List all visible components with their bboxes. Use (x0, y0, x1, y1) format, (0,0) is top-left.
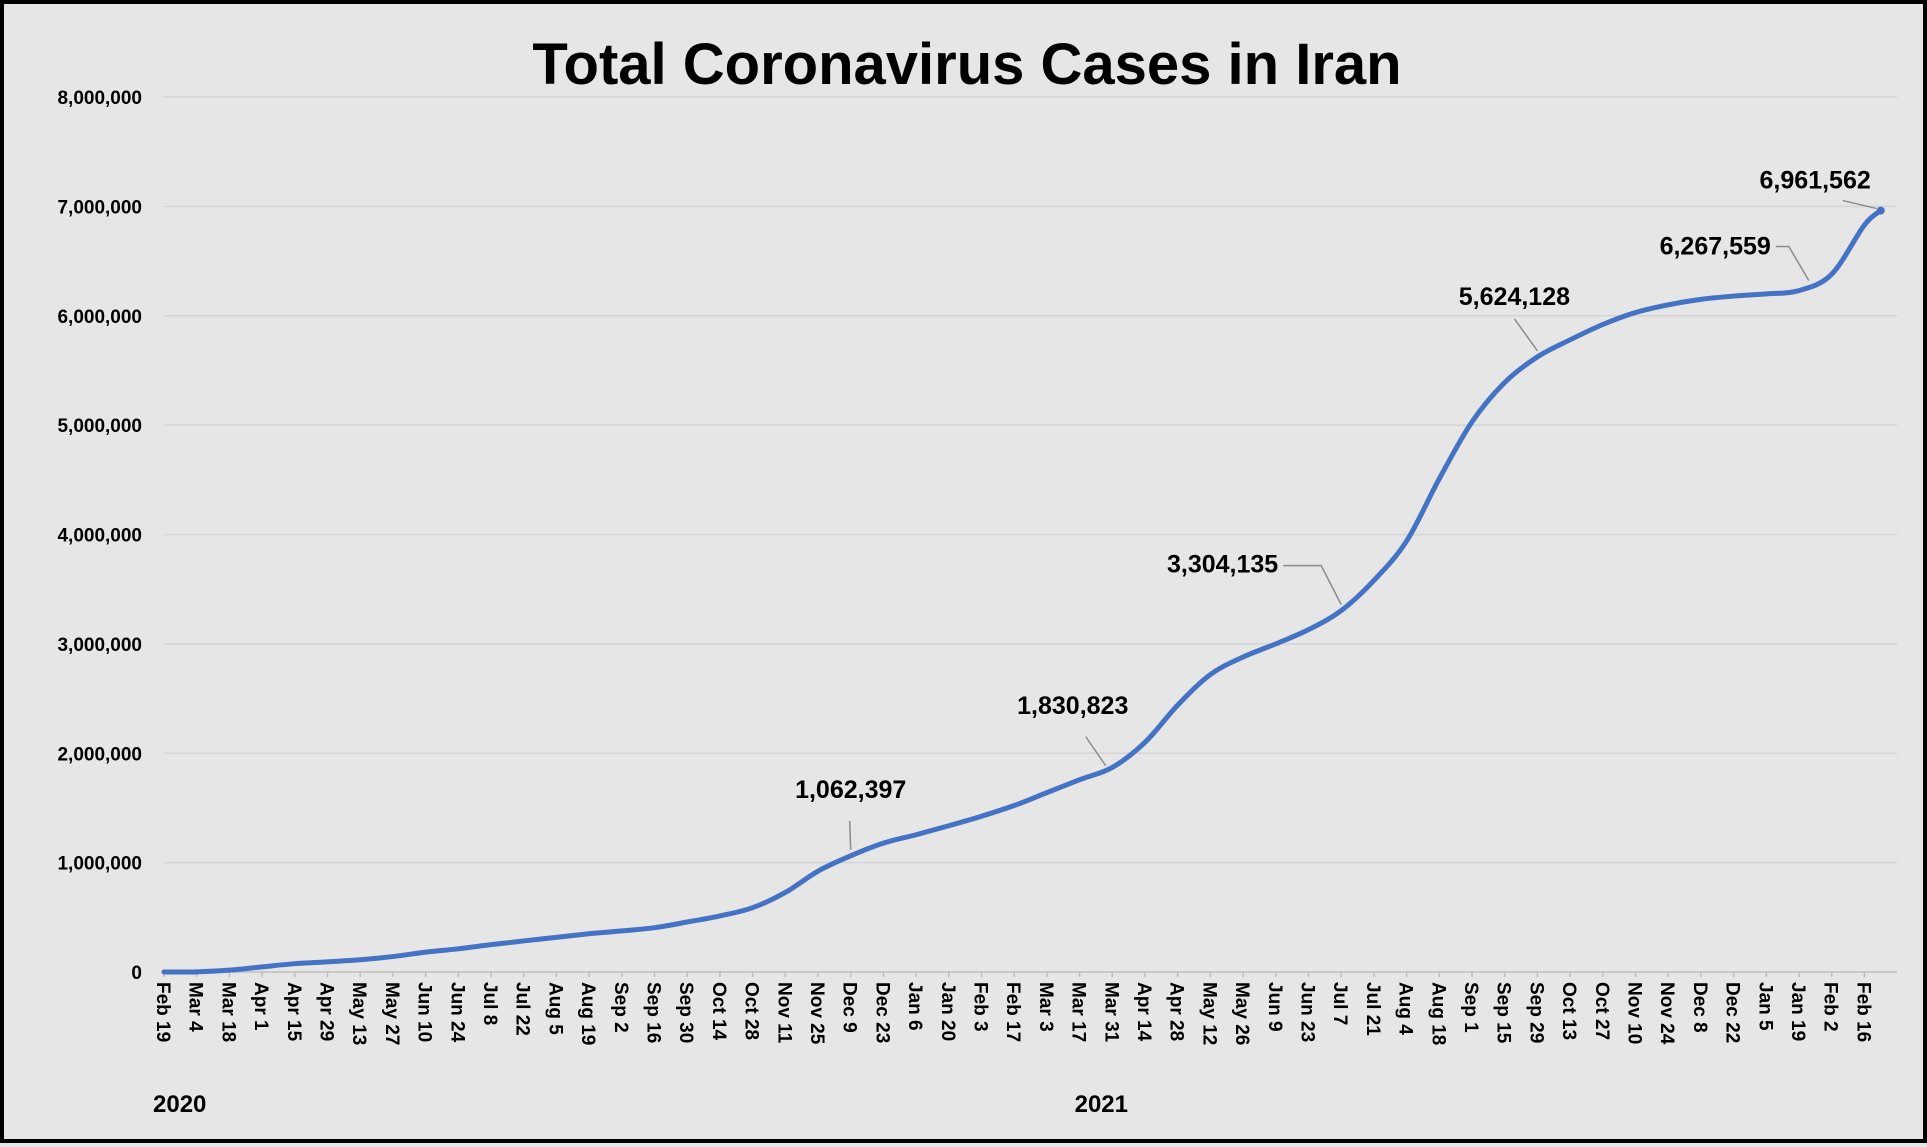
data-label-leader (848, 820, 852, 850)
x-axis-tick-labels: Feb 19 Mar 4 Mar 18 Apr 1 Apr 15 Apr 29 May 13… (152, 972, 1873, 1045)
y-tick-label: 5,000,000 (57, 416, 142, 437)
x-tick-label: Feb 2 (1820, 982, 1841, 1032)
y-tick-label: 8,000,000 (57, 88, 142, 109)
x-tick-label: Feb 3 (970, 982, 991, 1032)
data-label: 1,830,823 (1017, 692, 1128, 720)
x-tick-label: Jan 5 (1754, 982, 1775, 1031)
x-tick-label: May 13 (348, 982, 369, 1045)
x-tick-label: Dec 22 (1722, 982, 1743, 1043)
x-tick-label: Apr 28 (1166, 982, 1187, 1041)
year-label: 2020 (153, 1091, 206, 1118)
x-tick-label: Aug 5 (544, 982, 565, 1035)
x-tick-label: Jan 19 (1787, 982, 1808, 1041)
x-tick-label: Nov 24 (1656, 982, 1677, 1045)
x-tick-label: Apr 14 (1133, 982, 1154, 1042)
series-layer (161, 206, 1885, 975)
data-label-leader (1283, 564, 1342, 605)
x-tick-label: Sep 16 (643, 982, 664, 1043)
x-tick-label: Jun 23 (1297, 982, 1318, 1042)
data-labels: 1,062,397 1,830,823 3,304,135 5,624,128 6,26… (795, 167, 1877, 850)
data-label-leader (1513, 318, 1539, 352)
data-label-leader (1085, 736, 1107, 767)
x-tick-label: Feb 16 (1852, 982, 1873, 1042)
x-tick-label: Oct 28 (741, 982, 762, 1040)
data-label-leader (1775, 245, 1810, 281)
x-tick-label: Jul 7 (1329, 982, 1350, 1025)
x-tick-label: Jan 6 (904, 982, 925, 1031)
x-tick-label: Mar 17 (1068, 982, 1089, 1042)
x-tick-label: Dec 9 (839, 982, 860, 1033)
y-axis-tick-labels: 0 1,000,000 2,000,000 3,000,000 4,000,000 5,0… (57, 88, 142, 984)
y-tick-label: 3,000,000 (57, 635, 142, 656)
x-tick-label: Aug 4 (1395, 982, 1416, 1035)
x-tick-label: May 12 (1198, 982, 1219, 1045)
x-tick-label: Sep 2 (610, 982, 631, 1033)
x-tick-label: Apr 1 (250, 982, 271, 1031)
x-tick-label: Aug 19 (577, 982, 598, 1045)
series-line (161, 208, 1884, 975)
x-tick-label: Jun 9 (1264, 982, 1285, 1032)
x-tick-label: Oct 27 (1591, 982, 1612, 1040)
y-tick-label: 0 (131, 963, 142, 984)
x-tick-label: Jul 22 (512, 982, 533, 1036)
year-labels: 2020 2021 (153, 1091, 1128, 1118)
x-tick-label: Mar 4 (185, 982, 206, 1032)
x-tick-label: May 27 (381, 982, 402, 1045)
x-tick-label: Jul 21 (1362, 982, 1383, 1036)
x-tick-label: Mar 3 (1035, 982, 1056, 1032)
x-tick-label: Mar 18 (217, 982, 238, 1042)
x-tick-label: Apr 15 (283, 982, 304, 1042)
y-tick-label: 4,000,000 (57, 526, 142, 547)
data-label: 5,624,128 (1459, 283, 1570, 311)
data-label: 6,267,559 (1660, 232, 1771, 260)
x-tick-label: Jun 10 (414, 982, 435, 1042)
x-tick-label: Jun 24 (446, 982, 467, 1043)
x-tick-label: Feb 19 (152, 982, 173, 1042)
x-tick-label: Oct 14 (708, 982, 729, 1041)
x-tick-label: Jul 8 (479, 982, 500, 1025)
y-tick-label: 1,000,000 (57, 854, 142, 875)
x-tick-label: Nov 25 (806, 982, 827, 1045)
y-tick-label: 6,000,000 (57, 307, 142, 328)
x-tick-label: Nov 10 (1624, 982, 1645, 1044)
data-label-leader (1842, 199, 1877, 210)
chart-title: Total Coronavirus Cases in Iran (532, 32, 1401, 97)
x-tick-label: Oct 13 (1558, 982, 1579, 1040)
x-tick-label: Feb 17 (1002, 982, 1023, 1042)
x-tick-label: Mar 31 (1100, 982, 1121, 1043)
x-tick-label: May 26 (1231, 982, 1252, 1045)
y-tick-label: 7,000,000 (57, 197, 142, 218)
x-tick-label: Apr 29 (316, 982, 337, 1041)
y-tick-label: 2,000,000 (57, 744, 142, 765)
x-tick-label: Aug 18 (1427, 982, 1448, 1045)
x-tick-label: Nov 11 (773, 982, 794, 1044)
x-tick-label: Sep 1 (1460, 982, 1481, 1033)
year-label: 2021 (1075, 1091, 1128, 1118)
x-tick-label: Dec 8 (1689, 982, 1710, 1033)
data-label: 6,961,562 (1760, 167, 1871, 195)
x-tick-label: Sep 30 (675, 982, 696, 1043)
line-chart: Total Coronavirus Cases in Iran 0 1,000,0… (57, 32, 1897, 1118)
x-tick-label: Jan 20 (937, 982, 958, 1041)
data-label: 1,062,397 (795, 776, 906, 804)
x-tick-label: Sep 29 (1525, 982, 1546, 1043)
x-tick-label: Sep 15 (1493, 982, 1514, 1044)
gridlines (164, 96, 1897, 973)
x-tick-label: Dec 23 (871, 982, 892, 1043)
data-label: 3,304,135 (1167, 551, 1278, 579)
series-end-point (1876, 206, 1885, 215)
